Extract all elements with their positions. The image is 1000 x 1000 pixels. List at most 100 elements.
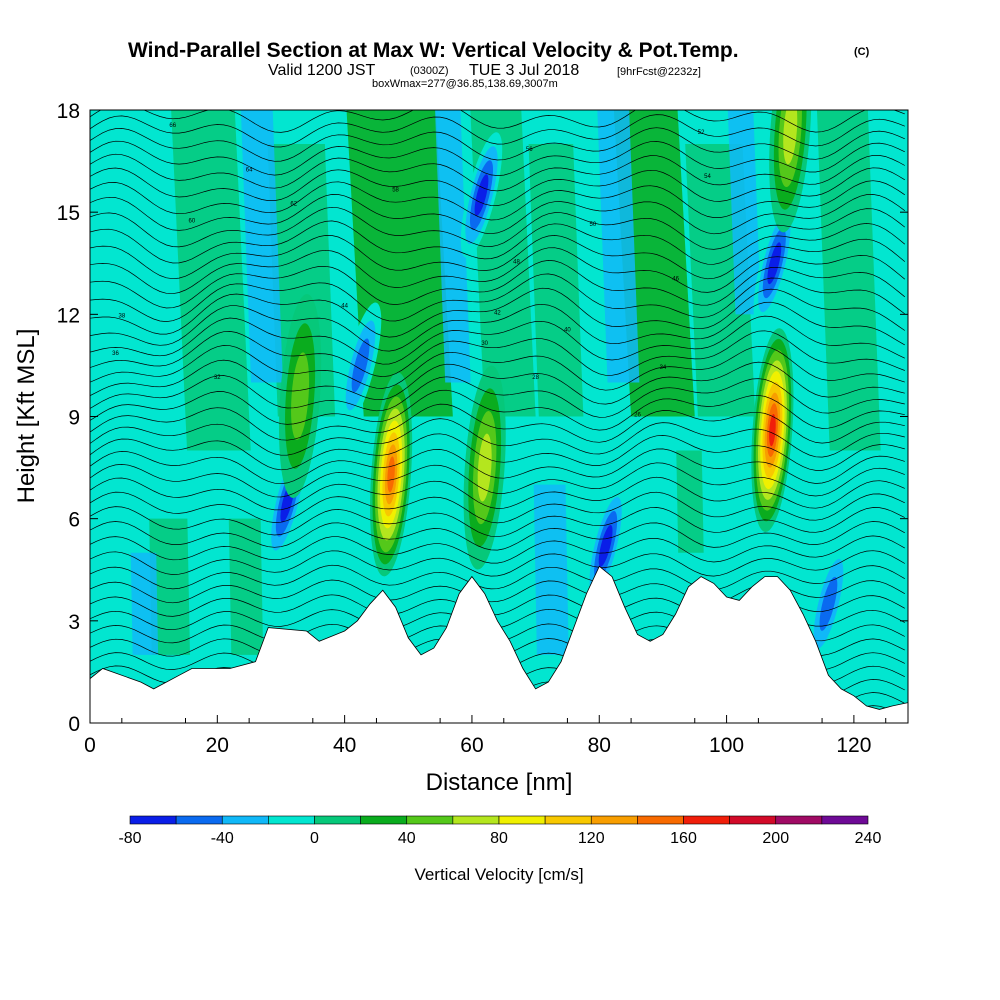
- colorbar-swatch: [129, 815, 177, 825]
- texture-band: [130, 552, 159, 655]
- x-tick-label: 100: [709, 734, 744, 757]
- theta-contour-label: 36: [112, 351, 119, 357]
- theta-contour-line: [90, 114, 905, 148]
- plot-area: 66 64 62 60 58 56 54 52 50 48 46 44 42 40 38 36 34 32 30 28…: [90, 110, 908, 723]
- theta-contour-line: [90, 273, 906, 322]
- colorbar-swatch: [268, 815, 315, 825]
- updraft-cell: [477, 433, 492, 502]
- colorbar-tick-label: 240: [855, 830, 882, 847]
- theta-contour-line: [90, 418, 905, 458]
- colorbar-swatch: [637, 815, 684, 825]
- colorbar-swatch: [406, 815, 454, 825]
- texture-band: [228, 518, 264, 655]
- terrain: [90, 565, 908, 723]
- theta-contour-line: [90, 550, 905, 577]
- y-tick-label: 6: [68, 509, 80, 532]
- velocity-cells: [266, 110, 850, 667]
- theta-contour-line: [90, 287, 905, 338]
- x-tick-label: 20: [206, 734, 229, 757]
- colorbar-tick-label: 40: [398, 830, 416, 847]
- theta-contour-line: [90, 167, 905, 206]
- texture-band: [240, 110, 283, 383]
- downdraft-cell: [474, 174, 489, 217]
- theta-contour-line: [90, 315, 905, 365]
- colorbar-swatch: [498, 815, 546, 825]
- theta-contour-label: 66: [169, 123, 176, 129]
- colorbar-tick-label: 160: [670, 830, 697, 847]
- theta-contour-line: [90, 521, 905, 551]
- theta-contour-line: [90, 448, 905, 485]
- colorbar-swatch: [590, 815, 638, 825]
- subtitle-prefix: Valid 1200 JST: [268, 62, 376, 79]
- colorbar-swatch: [683, 815, 730, 825]
- texture-band: [149, 518, 190, 655]
- theta-contour-line: [90, 506, 905, 538]
- x-tick-label: 80: [588, 734, 611, 757]
- theta-contour-line: [90, 345, 905, 391]
- box-info: boxWmax=277@36.85,138.69,3007m: [372, 78, 558, 90]
- theta-contour-line: [90, 433, 905, 471]
- colorbar-tick-label: 80: [490, 830, 508, 847]
- theta-contour-label: 42: [494, 310, 501, 316]
- colorbar-swatch: [775, 815, 823, 825]
- x-tick-label: 60: [460, 734, 483, 757]
- colorbar-swatch: [360, 815, 408, 825]
- theta-contour-line: [90, 220, 906, 265]
- theta-contour-label: 34: [660, 365, 667, 371]
- texture-band: [435, 110, 471, 383]
- theta-contour-line: [90, 194, 906, 235]
- colorbar-swatch: [821, 815, 869, 825]
- updraft-cell: [291, 352, 310, 440]
- y-tick-label: 15: [57, 202, 80, 225]
- y-tick-label: 18: [57, 100, 80, 123]
- downdraft-cell: [819, 576, 838, 631]
- chart-title-mark: (C): [854, 46, 870, 58]
- colorbar-label: Vertical Velocity [cm/s]: [414, 865, 583, 884]
- theta-contour-label: 60: [189, 218, 196, 224]
- theta-contour-line: [90, 260, 906, 309]
- updraft-cell: [387, 456, 395, 493]
- theta-contour-line: [90, 476, 905, 511]
- theta-contour-line: [90, 206, 906, 250]
- colorbar-swatch: [314, 815, 361, 825]
- theta-contour-line: [90, 535, 905, 564]
- y-tick-label: 0: [68, 713, 80, 736]
- colorbar-tick-label: 0: [310, 830, 319, 847]
- theta-contour-line: [90, 235, 906, 280]
- downdraft-cell: [767, 242, 782, 285]
- theta-contour-label: 28: [532, 375, 539, 381]
- theta-contour-label: 54: [704, 174, 711, 180]
- theta-contour-line: [90, 180, 905, 221]
- theta-contour-label: 50: [590, 222, 597, 228]
- theta-contour-label: 44: [341, 304, 348, 310]
- theta-contour-label: 46: [672, 276, 679, 282]
- subtitle-fcst: [9hrFcst@2232z]: [617, 66, 701, 78]
- y-tick-label: 12: [57, 304, 80, 327]
- x-tick-label: 120: [836, 734, 871, 757]
- y-axis-label: Height [Kft MSL]: [13, 329, 40, 504]
- theta-contour-label: 26: [634, 413, 641, 419]
- theta-contour-line: [90, 153, 905, 192]
- theta-contour-line: [90, 301, 905, 352]
- colorbar-swatch: [544, 815, 592, 825]
- texture-band: [727, 110, 761, 315]
- updraft-cell: [769, 414, 776, 447]
- theta-contour-label: 30: [481, 341, 488, 347]
- theta-contour-label: 64: [246, 167, 253, 173]
- texture-band: [528, 144, 584, 417]
- colorbar-tick-label: -80: [118, 830, 141, 847]
- texture-band: [597, 110, 640, 383]
- subtitle-utc: (0300Z): [410, 65, 449, 77]
- colorbar-tick-label: 200: [762, 830, 789, 847]
- theta-contour-line: [90, 110, 905, 133]
- theta-contour-line: [90, 330, 905, 378]
- chart-title: Wind-Parallel Section at Max W: Vertical…: [128, 39, 739, 62]
- theta-contour-label: 58: [392, 188, 399, 194]
- chart-subtitle: Valid 1200 JST (0300Z) TUE 3 Jul 2018 [9…: [268, 61, 701, 79]
- theta-contour-label: 52: [698, 130, 705, 136]
- theta-contour-line: [90, 140, 905, 176]
- updraft-cell: [783, 110, 798, 165]
- subtitle-date: TUE 3 Jul 2018: [469, 62, 579, 79]
- theta-contour-line: [90, 389, 905, 431]
